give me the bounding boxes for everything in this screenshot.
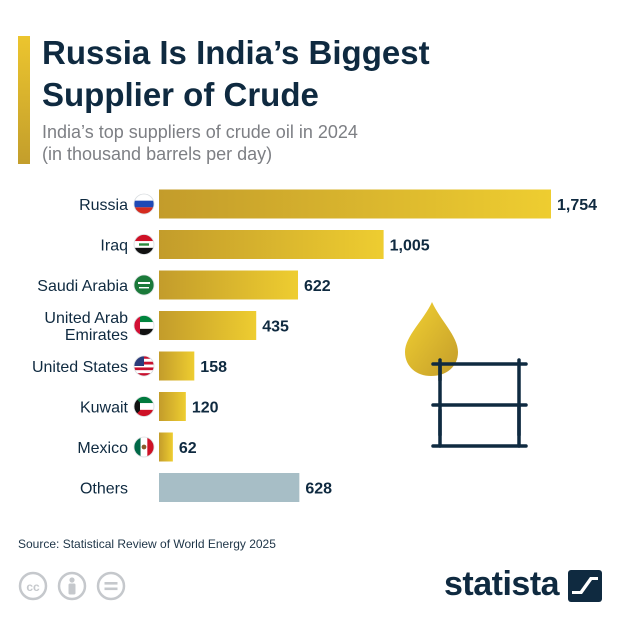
value-label-others: 628 [305, 481, 332, 498]
iraq-flag-icon [133, 234, 155, 255]
category-label-russia: Russia [79, 197, 128, 214]
statista-logo-text: statista [444, 565, 560, 603]
category-label-mexico: Mexico [77, 440, 128, 457]
bar-kuwait [159, 392, 186, 421]
license-icons: cc [18, 571, 126, 601]
category-label-saudi-arabia: Saudi Arabia [37, 278, 128, 295]
chart-title-line-1: Russia Is India’s Biggest [42, 34, 430, 71]
title-accent-bar [18, 36, 30, 164]
no-derivatives-icon [96, 571, 126, 601]
statista-logo-icon [568, 570, 602, 602]
kuwait-flag-icon [133, 396, 155, 417]
source-note: Source: Statistical Review of World Ener… [18, 537, 276, 551]
bar-chart: Russia Iraq Saudi Arabia United Arab Emirate… [32, 189, 597, 502]
russia-flag-icon [133, 193, 155, 215]
flags-layer [133, 193, 155, 458]
uae-flag-icon [133, 315, 155, 336]
attribution-icon [57, 571, 87, 601]
usa-flag-icon [133, 355, 155, 377]
value-label-united-arab-emirates: 435 [262, 319, 289, 336]
bar-others [159, 473, 300, 502]
category-label-kuwait: Kuwait [80, 400, 129, 417]
bars-layer [159, 189, 551, 502]
oil-drop-icon [405, 302, 458, 376]
value-label-kuwait: 120 [192, 400, 219, 417]
value-labels-layer: 1,754 1,005 622 435 158 120 62 628 [179, 197, 597, 498]
value-label-mexico: 62 [179, 440, 197, 457]
chart-subtitle-line-2: (in thousand barrels per day) [42, 144, 273, 164]
oil-barrel-illustration [405, 302, 528, 448]
value-label-saudi-arabia: 622 [304, 278, 331, 295]
category-label-united-arab-emirates: United Arab Emirates [44, 310, 128, 344]
barrel-icon [431, 358, 528, 448]
bar-mexico [159, 432, 173, 462]
chart-subtitle-line-1: India’s top suppliers of crude oil in 20… [42, 122, 358, 142]
category-label-iraq: Iraq [100, 238, 128, 255]
chart-title-line-2: Supplier of Crude [42, 76, 319, 113]
bar-saudi-arabia [159, 270, 299, 300]
bar-united-states [159, 351, 195, 381]
category-label-others: Others [80, 481, 128, 498]
creative-commons-icon: cc [18, 571, 48, 601]
bar-iraq [159, 230, 384, 259]
mexico-flag-icon [133, 436, 155, 458]
category-label-united-states: United States [32, 359, 128, 376]
category-labels-layer: Russia Iraq Saudi Arabia United Arab Emirate… [32, 197, 129, 498]
bar-russia [159, 189, 551, 219]
chart-subtitle: India’s top suppliers of crude oil in 20… [42, 121, 582, 165]
value-label-russia: 1,754 [557, 197, 597, 214]
value-label-united-states: 158 [200, 359, 227, 376]
saudi-arabia-flag-icon [133, 274, 155, 296]
bar-united-arab-emirates [159, 311, 257, 340]
value-label-iraq: 1,005 [390, 238, 430, 255]
svg-text:cc: cc [26, 580, 40, 594]
chart-title: Russia Is India’s Biggest Supplier of Cr… [42, 32, 582, 116]
